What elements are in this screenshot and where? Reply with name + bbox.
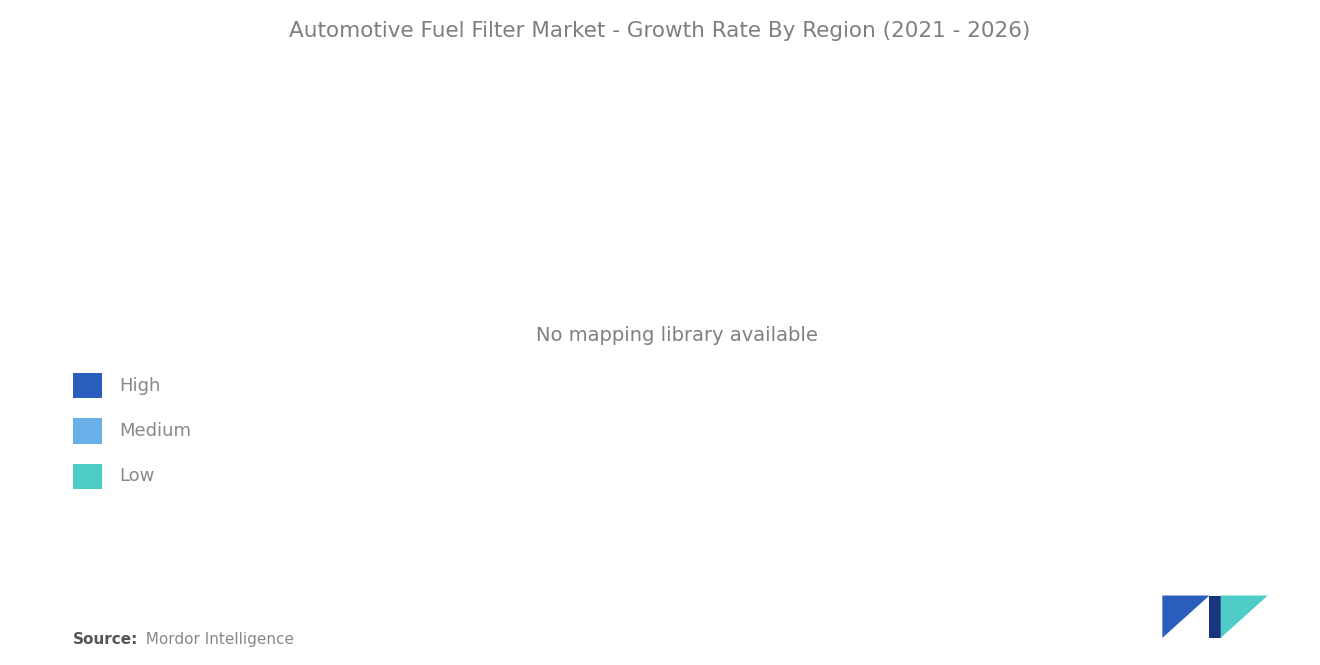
- Text: Medium: Medium: [119, 422, 191, 440]
- Text: Low: Low: [119, 467, 154, 485]
- Polygon shape: [1163, 596, 1209, 638]
- Text: No mapping library available: No mapping library available: [536, 327, 817, 345]
- Polygon shape: [1221, 596, 1267, 638]
- Text: Source:: Source:: [73, 632, 139, 647]
- Polygon shape: [1209, 596, 1221, 638]
- Text: High: High: [119, 376, 160, 395]
- Text: Mordor Intelligence: Mordor Intelligence: [136, 632, 294, 647]
- Text: Automotive Fuel Filter Market - Growth Rate By Region (2021 - 2026): Automotive Fuel Filter Market - Growth R…: [289, 21, 1031, 41]
